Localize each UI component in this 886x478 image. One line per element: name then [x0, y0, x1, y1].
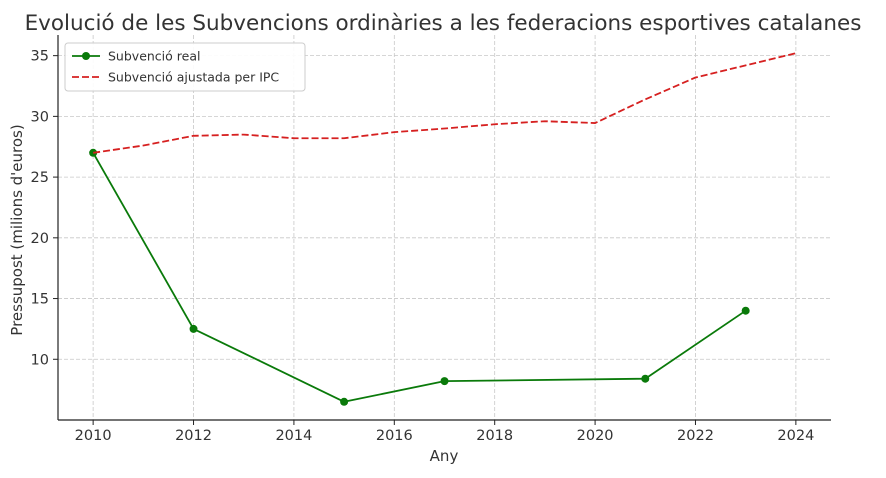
- legend-marker: [82, 52, 90, 60]
- y-axis-label: Pressupost (milions d'euros): [8, 124, 26, 335]
- legend-label: Subvenció ajustada per IPC: [108, 70, 279, 85]
- data-point: [641, 374, 650, 383]
- axes: [57, 35, 831, 421]
- data-point: [189, 324, 198, 333]
- data-point: [89, 148, 98, 157]
- y-tick-label: 25: [31, 170, 49, 186]
- x-tick-label: 2022: [677, 428, 714, 444]
- legend: Subvenció real Subvenció ajustada per IPC: [64, 42, 306, 92]
- x-tick-label: 2020: [577, 428, 614, 444]
- data-point: [440, 377, 449, 386]
- legend-label: Subvenció real: [108, 49, 200, 64]
- y-tick-label: 20: [31, 231, 49, 247]
- x-tick-label: 2024: [777, 428, 814, 444]
- y-tick-label: 10: [31, 352, 49, 368]
- data-point: [340, 397, 349, 406]
- y-tick-label: 35: [31, 49, 49, 65]
- x-tick-label: 2012: [175, 428, 212, 444]
- y-tick-label: 15: [31, 292, 49, 308]
- series-line-1: [93, 52, 797, 154]
- data-point: [741, 306, 750, 315]
- x-tick-label: 2018: [476, 428, 513, 444]
- series-line-0: [92, 152, 747, 403]
- series-layer: [89, 52, 797, 406]
- x-tick-label: 2010: [75, 428, 112, 444]
- x-axis-label: Any: [430, 447, 459, 465]
- ticks: 2010 2012 2014 2016 2018 2020 2022 2024 10 15 20 25…: [31, 49, 815, 444]
- chart-title: Evolució de les Subvencions ordinàries a…: [25, 11, 862, 36]
- y-tick-label: 30: [31, 109, 49, 125]
- x-tick-label: 2016: [376, 428, 413, 444]
- grid: [58, 35, 831, 420]
- legend-box: [64, 42, 306, 92]
- x-tick-label: 2014: [275, 428, 312, 444]
